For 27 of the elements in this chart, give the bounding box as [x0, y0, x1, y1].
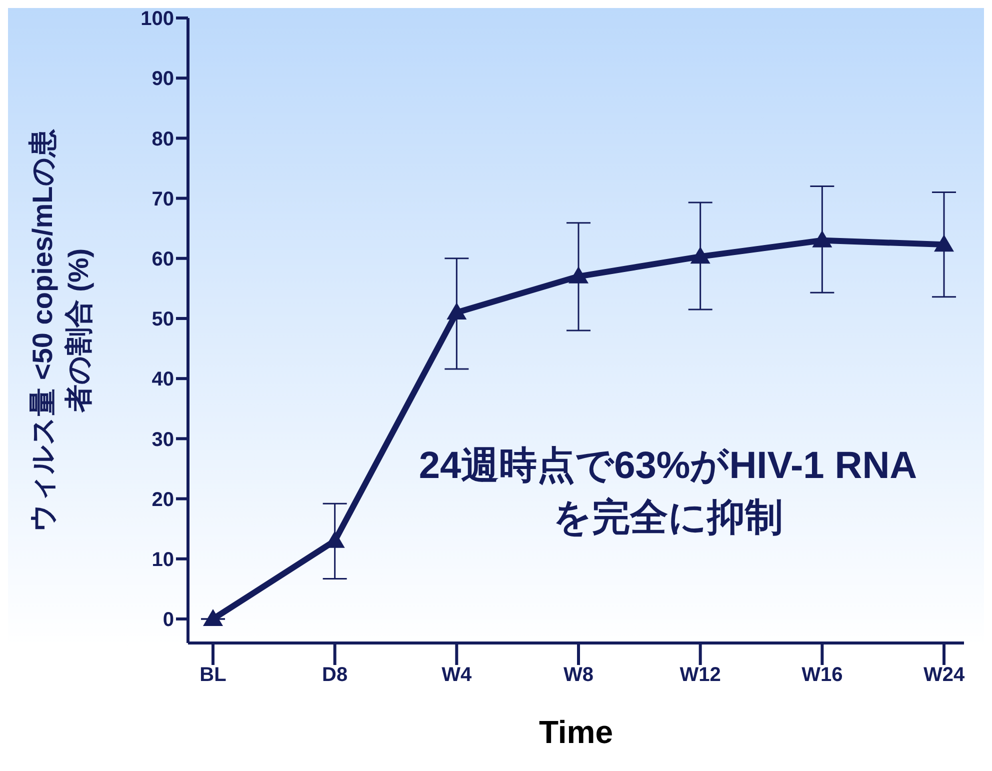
y-tick-label: 50 [152, 308, 174, 331]
x-tick-label: D8 [322, 664, 348, 686]
x-tick-label: W16 [802, 664, 843, 686]
y-tick-label: 80 [152, 128, 174, 150]
point [203, 608, 223, 626]
x-axis-title: Time [538, 714, 614, 750]
point [934, 234, 954, 252]
y-tick-label: 100 [140, 8, 174, 30]
y-tick-label: 10 [152, 548, 174, 571]
y-axis-title: ウィルス量 <50 copies/mLの患者の割合 (%) [27, 129, 94, 532]
point [446, 302, 467, 320]
y-tick-label: 20 [152, 488, 174, 511]
y-tick-label: 40 [152, 368, 174, 391]
point [568, 266, 588, 284]
x-tick-label: W4 [442, 664, 473, 686]
y-tick-label: 70 [152, 188, 174, 210]
point [690, 246, 710, 264]
x-tick-label: W12 [680, 664, 721, 686]
point [812, 230, 832, 248]
y-tick-label: 0 [162, 609, 174, 632]
annotation: 24週時点で63%がHIV-1 RNAを完全に抑制 [418, 445, 918, 539]
y-tick-label: 90 [152, 68, 174, 90]
x-tick-label: BL [200, 664, 226, 686]
y-tick-label: 30 [152, 428, 174, 451]
x-tick-label: W8 [564, 664, 594, 686]
x-tick-label: W24 [923, 664, 966, 686]
y-tick-label: 60 [152, 248, 174, 270]
